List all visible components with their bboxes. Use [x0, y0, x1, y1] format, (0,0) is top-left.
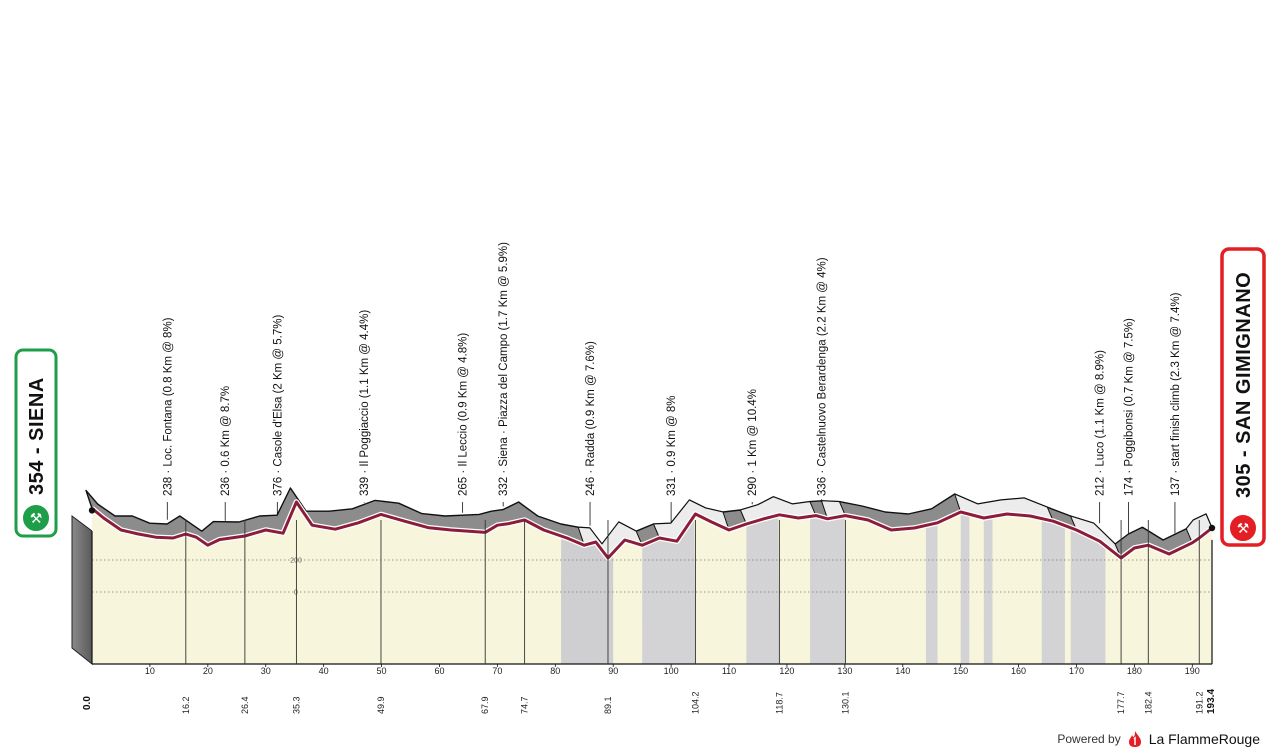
x-axis: 10 20 30 40 50 60 70 80 90 100 110 120 130 140 150 160 1…: [82, 520, 1217, 714]
km-marker-label: 104.2: [690, 691, 700, 714]
climb-label: 331 · 0.9 Km @ 8%: [666, 395, 678, 496]
x-tick-label: 70: [492, 666, 502, 676]
km-marker-label: 89.1: [603, 696, 613, 714]
brand-name: La FlammeRouge: [1148, 731, 1260, 747]
km-marker-label: 118.7: [774, 692, 784, 714]
km-marker-label: 177.7: [1116, 691, 1126, 714]
shaded-column: [983, 516, 993, 664]
x-tick-label: 190: [1185, 666, 1200, 676]
km-marker-label: 193.4: [1206, 689, 1217, 714]
climb-columns: [561, 512, 1106, 664]
finish-cyclist-glyph: ⚒: [1237, 521, 1250, 537]
finish-pennant: ⚒ 305 - SAN GIMIGNANO: [1220, 247, 1266, 547]
x-tick-label: 100: [664, 666, 679, 676]
powered-by-text: Powered by: [1057, 732, 1121, 746]
climb-label: 376 · Casole d'Elsa (2 Km @ 5.7%): [272, 314, 284, 496]
flame-logo-icon: [1128, 731, 1141, 747]
shaded-column: [642, 515, 696, 664]
km-marker-label: 182.4: [1143, 691, 1153, 714]
x-tick-label: 10: [145, 666, 155, 676]
km-marker-label: 0.0: [82, 696, 93, 710]
x-tick-label: 110: [722, 666, 736, 676]
finish-dot: [1208, 524, 1216, 532]
climb-label: 336 · Castelnuovo Berardenga (2.2 Km @ 4…: [817, 257, 829, 496]
x-tick-label: 80: [550, 666, 560, 676]
x-tick-label: 30: [261, 666, 271, 676]
cyclist-icon: [21, 503, 51, 533]
km-marker-label: 191.2: [1194, 691, 1204, 714]
road-profile: [88, 499, 1216, 561]
x-tick-label: 140: [895, 666, 910, 676]
climb-label: 212 · Luco (1.1 Km @ 8.9%): [1095, 350, 1107, 496]
x-tick-label: 60: [434, 666, 444, 676]
climb-label: 137 · start finish climb (2.3 Km @ 7.4%): [1170, 292, 1182, 496]
shaded-column: [746, 515, 780, 664]
climb-annotations: 238 · Loc. Fontana (0.8 Km @ 8%) 236 · 0.…: [162, 242, 1182, 535]
climb-label: 238 · Loc. Fontana (0.8 Km @ 8%): [162, 317, 174, 496]
km-marker-label: 26.4: [240, 696, 250, 714]
x-tick-label: 120: [779, 666, 794, 676]
x-tick-label: 20: [203, 666, 213, 676]
road-line: [91, 500, 1213, 560]
climb-label: 290 · 1 Km @ 10.4%: [747, 389, 759, 496]
start-label: 354 - SIENA: [26, 377, 48, 495]
climb-label: 332 · Siena · Piazza del Campo (1.7 Km @…: [498, 242, 510, 496]
shaded-column: [925, 522, 938, 664]
start-dot: [88, 507, 96, 514]
x-tick-label: 130: [837, 666, 852, 676]
cyclist-icon: [1228, 513, 1258, 543]
km-marker-label: 35.3: [291, 696, 301, 714]
x-tick-label: 150: [953, 666, 968, 676]
x-tick-label: 50: [377, 666, 387, 676]
shaded-column: [561, 536, 614, 664]
left-wall: [71, 515, 93, 666]
km-marker-label: 49.9: [376, 696, 386, 714]
footer: Powered by La FlammeRouge: [1057, 730, 1260, 748]
x-tick-label: 160: [1011, 666, 1026, 676]
climb-label: 174 · Poggibonsi (0.7 Km @ 7.5%): [1124, 318, 1136, 496]
km-marker-label: 130.1: [840, 691, 850, 714]
km-marker-label: 74.7: [520, 696, 530, 714]
x-tick-label: 90: [608, 666, 618, 676]
shaded-column: [1041, 518, 1065, 664]
x-tick-label: 170: [1069, 666, 1084, 676]
finish-label: 305 - SAN GIMIGNANO: [1233, 272, 1255, 498]
km-marker-label: 16.2: [181, 696, 191, 714]
climb-label: 246 · Radda (0.9 Km @ 7.6%): [585, 341, 597, 496]
shaded-column: [960, 512, 970, 664]
start-cyclist-glyph: ⚒: [30, 511, 43, 527]
x-tick-label: 40: [319, 666, 329, 676]
start-pennant: ⚒ 354 - SIENA: [14, 348, 58, 538]
climb-label: 265 · Il Leccio (0.9 Km @ 4.8%): [458, 333, 470, 496]
km-marker-label: 67.9: [480, 696, 490, 714]
shaded-column: [810, 515, 846, 664]
x-tick-label: 180: [1127, 666, 1142, 676]
climb-label: 236 · 0.6 Km @ 8.7%: [220, 386, 232, 496]
climb-label: 339 · Il Poggiaccio (1.1 Km @ 4.4%): [359, 310, 371, 496]
shaded-column: [1070, 527, 1106, 664]
